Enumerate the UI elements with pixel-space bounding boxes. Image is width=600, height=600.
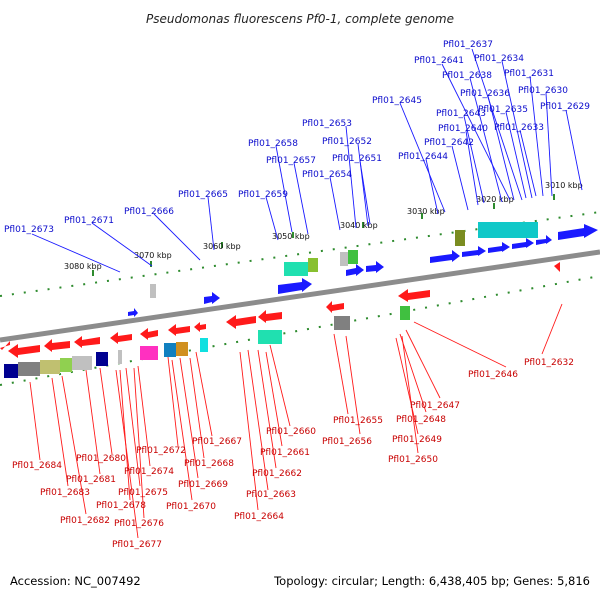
scale-label-3030: 3030 kbp xyxy=(407,207,445,216)
gene-label-rev: Pfl01_2656 xyxy=(322,437,372,447)
gene-label-fwd: Pfl01_2640 xyxy=(438,124,488,134)
gene-label-fwd: Pfl01_2671 xyxy=(64,216,114,226)
gene-label-rev: Pfl01_2664 xyxy=(234,512,284,522)
gene-label-rev: Pfl01_2675 xyxy=(118,488,168,498)
scale-label-3060: 3060 kbp xyxy=(203,242,241,251)
gene-label-rev: Pfl01_2672 xyxy=(136,446,186,456)
gene-label-fwd: Pfl01_2654 xyxy=(302,170,352,180)
gene-label-fwd: Pfl01_2653 xyxy=(302,119,352,129)
gene-label-fwd: Pfl01_2652 xyxy=(322,137,372,147)
gene-label-rev: Pfl01_2648 xyxy=(396,415,446,425)
gene-label-fwd: Pfl01_2630 xyxy=(518,86,568,96)
forward-genes xyxy=(128,224,598,317)
gene-label-rev: Pfl01_2680 xyxy=(76,454,126,464)
gene-label-rev: Pfl01_2662 xyxy=(252,469,302,479)
gene-label-fwd: Pfl01_2645 xyxy=(372,96,422,106)
gene-label-rev: Pfl01_2682 xyxy=(60,516,110,526)
scale-labels: 3010 kbp 3020 kbp 3030 kbp 3040 kbp 3050… xyxy=(64,181,583,271)
gene-label-fwd: Pfl01_2644 xyxy=(398,152,448,162)
gene-label-fwd: Pfl01_2637 xyxy=(443,40,493,50)
forward-leader-lines xyxy=(31,48,583,273)
gene-label-fwd: Pfl01_2666 xyxy=(124,207,174,217)
gene-label-fwd: Pfl01_2634 xyxy=(474,54,524,64)
gene-label-rev: Pfl01_2632 xyxy=(524,358,574,368)
genome-summary-text: Topology: circular; Length: 6,438,405 bp… xyxy=(273,574,590,588)
reverse-leader-lines xyxy=(29,303,563,539)
gene-label-fwd: Pfl01_2659 xyxy=(238,190,288,200)
reverse-genes xyxy=(0,262,560,358)
gene-label-fwd: Pfl01_2635 xyxy=(478,105,528,115)
gene-label-rev: Pfl01_2668 xyxy=(184,459,234,469)
gene-label-fwd: Pfl01_2629 xyxy=(540,102,590,112)
gene-label-fwd: Pfl01_2643 xyxy=(436,109,486,119)
genome-backbone xyxy=(0,249,600,343)
gene-label-rev: Pfl01_2674 xyxy=(124,467,174,477)
gene-label-rev: Pfl01_2669 xyxy=(178,480,228,490)
reverse-color-blocks xyxy=(4,306,410,378)
gene-label-fwd: Pfl01_2642 xyxy=(424,138,474,148)
gene-label-fwd: Pfl01_2658 xyxy=(248,139,298,149)
gene-label-rev: Pfl01_2655 xyxy=(333,416,383,426)
gene-label-rev: Pfl01_2683 xyxy=(40,488,90,498)
gene-label-fwd: Pfl01_2638 xyxy=(442,71,492,81)
gene-label-rev: Pfl01_2661 xyxy=(260,448,310,458)
scale-label-3070: 3070 kbp xyxy=(134,251,172,260)
gene-label-rev: Pfl01_2678 xyxy=(96,501,146,511)
gene-label-rev: Pfl01_2684 xyxy=(12,461,62,471)
gene-label-rev: Pfl01_2670 xyxy=(166,502,216,512)
gene-label-rev: Pfl01_2676 xyxy=(114,519,164,529)
gene-label-rev: Pfl01_2677 xyxy=(112,540,162,550)
accession-text: Accession: NC_007492 xyxy=(10,574,141,588)
gene-label-fwd: Pfl01_2633 xyxy=(494,123,544,133)
gene-label-fwd: Pfl01_2631 xyxy=(504,69,554,79)
major-ticks xyxy=(92,194,555,276)
scale-label-3050: 3050 kbp xyxy=(272,232,310,241)
gene-label-fwd: Pfl01_2657 xyxy=(266,156,316,166)
forward-color-blocks xyxy=(150,222,538,298)
gene-label-rev: Pfl01_2681 xyxy=(66,475,116,485)
gene-label-rev: Pfl01_2649 xyxy=(392,435,442,445)
scale-label-3010: 3010 kbp xyxy=(545,181,583,190)
gene-label-fwd: Pfl01_2673 xyxy=(4,225,54,235)
reverse-labels: Pfl01_2632 Pfl01_2646 Pfl01_2647 Pfl01_2… xyxy=(12,358,574,550)
gene-label-fwd: Pfl01_2665 xyxy=(178,190,228,200)
map-title: Pseudomonas fluorescens Pf0-1, complete … xyxy=(146,12,454,26)
gene-label-rev: Pfl01_2663 xyxy=(246,490,296,500)
scale-label-3080: 3080 kbp xyxy=(64,262,102,271)
gene-label-fwd: Pfl01_2641 xyxy=(414,56,464,66)
scale-label-3020: 3020 kbp xyxy=(476,195,514,204)
gene-label-rev: Pfl01_2647 xyxy=(410,401,460,411)
gene-label-rev: Pfl01_2660 xyxy=(266,427,316,437)
gene-label-rev: Pfl01_2667 xyxy=(192,437,242,447)
gene-label-rev: Pfl01_2646 xyxy=(468,370,518,380)
scale-label-3040: 3040 kbp xyxy=(340,221,378,230)
forward-labels: Pfl01_2637 Pfl01_2641 Pfl01_2634 Pfl01_2… xyxy=(4,40,590,235)
gene-label-rev: Pfl01_2650 xyxy=(388,455,438,465)
gene-label-fwd: Pfl01_2636 xyxy=(460,89,510,99)
gene-label-fwd: Pfl01_2651 xyxy=(332,154,382,164)
